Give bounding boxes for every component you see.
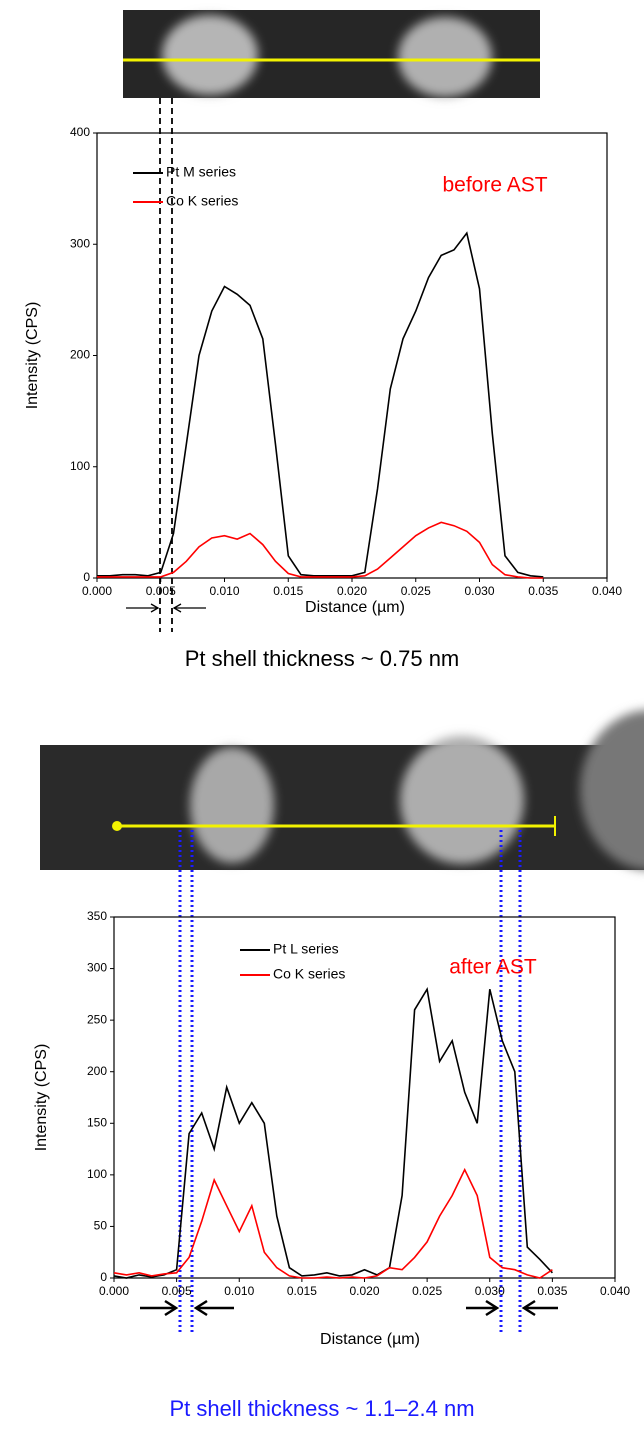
x-axis-label: Distance (µm) bbox=[305, 599, 405, 616]
micrograph bbox=[123, 10, 540, 98]
x-tick-label: 0.025 bbox=[401, 584, 431, 598]
x-tick-label: 0.010 bbox=[209, 584, 239, 598]
y-tick-label: 250 bbox=[87, 1012, 107, 1026]
y-tick-label: 200 bbox=[87, 1064, 107, 1078]
x-tick-label: 0.030 bbox=[475, 1284, 505, 1298]
y-tick-label: 300 bbox=[87, 961, 107, 975]
x-axis-label: Distance (µm) bbox=[320, 1331, 420, 1348]
x-tick-label: 0.005 bbox=[146, 584, 176, 598]
data-line bbox=[113, 1167, 553, 1279]
shell-markers bbox=[159, 98, 173, 632]
micrograph bbox=[40, 710, 644, 870]
x-tick-label: 0.020 bbox=[337, 584, 367, 598]
x-tick-label: 0.035 bbox=[537, 1284, 567, 1298]
x-tick-label: 0.040 bbox=[600, 1284, 630, 1298]
y-tick-label: 400 bbox=[70, 125, 90, 139]
x-tick-label: 0.000 bbox=[99, 1284, 129, 1298]
x-tick-label: 0.005 bbox=[162, 1284, 192, 1298]
x-tick-label: 0.015 bbox=[287, 1284, 317, 1298]
plot-frame bbox=[113, 916, 616, 1279]
y-tick-label: 50 bbox=[94, 1219, 108, 1233]
x-tick-label: 0.035 bbox=[528, 584, 558, 598]
y-tick-label: 0 bbox=[83, 570, 90, 584]
legend-label: Co K series bbox=[273, 966, 345, 982]
y-axis-label: Intensity (CPS) bbox=[33, 1044, 50, 1152]
x-tick-label: 0.010 bbox=[224, 1284, 254, 1298]
legend-label: Pt L series bbox=[273, 941, 339, 957]
y-axis-label: Intensity (CPS) bbox=[24, 302, 41, 410]
x-tick-label: 0.015 bbox=[273, 584, 303, 598]
x-tick-label: 0.040 bbox=[592, 584, 622, 598]
shell-markers bbox=[178, 830, 522, 1335]
data-line bbox=[97, 521, 544, 579]
x-tick-label: 0.025 bbox=[412, 1284, 442, 1298]
data-line bbox=[113, 986, 553, 1279]
annotation: before AST bbox=[442, 174, 547, 197]
y-tick-label: 350 bbox=[87, 909, 107, 923]
shell-arrows bbox=[140, 1299, 558, 1317]
x-tick-label: 0.000 bbox=[82, 584, 112, 598]
x-tick-label: 0.030 bbox=[464, 584, 494, 598]
shell-arrows bbox=[126, 603, 206, 613]
x-tick-label: 0.020 bbox=[349, 1284, 379, 1298]
caption: Pt shell thickness ~ 1.1–2.4 nm bbox=[169, 1396, 474, 1421]
y-tick-label: 150 bbox=[87, 1115, 107, 1129]
annotation: after AST bbox=[449, 956, 537, 979]
y-tick-label: 0 bbox=[100, 1270, 107, 1284]
data-line bbox=[97, 231, 544, 578]
legend-label: Co K series bbox=[166, 193, 238, 209]
y-tick-label: 100 bbox=[87, 1167, 107, 1181]
y-tick-label: 300 bbox=[70, 236, 90, 250]
caption: Pt shell thickness ~ 0.75 nm bbox=[185, 646, 460, 671]
legend-label: Pt M series bbox=[166, 164, 236, 180]
y-tick-label: 200 bbox=[70, 348, 90, 362]
y-tick-label: 100 bbox=[70, 459, 90, 473]
